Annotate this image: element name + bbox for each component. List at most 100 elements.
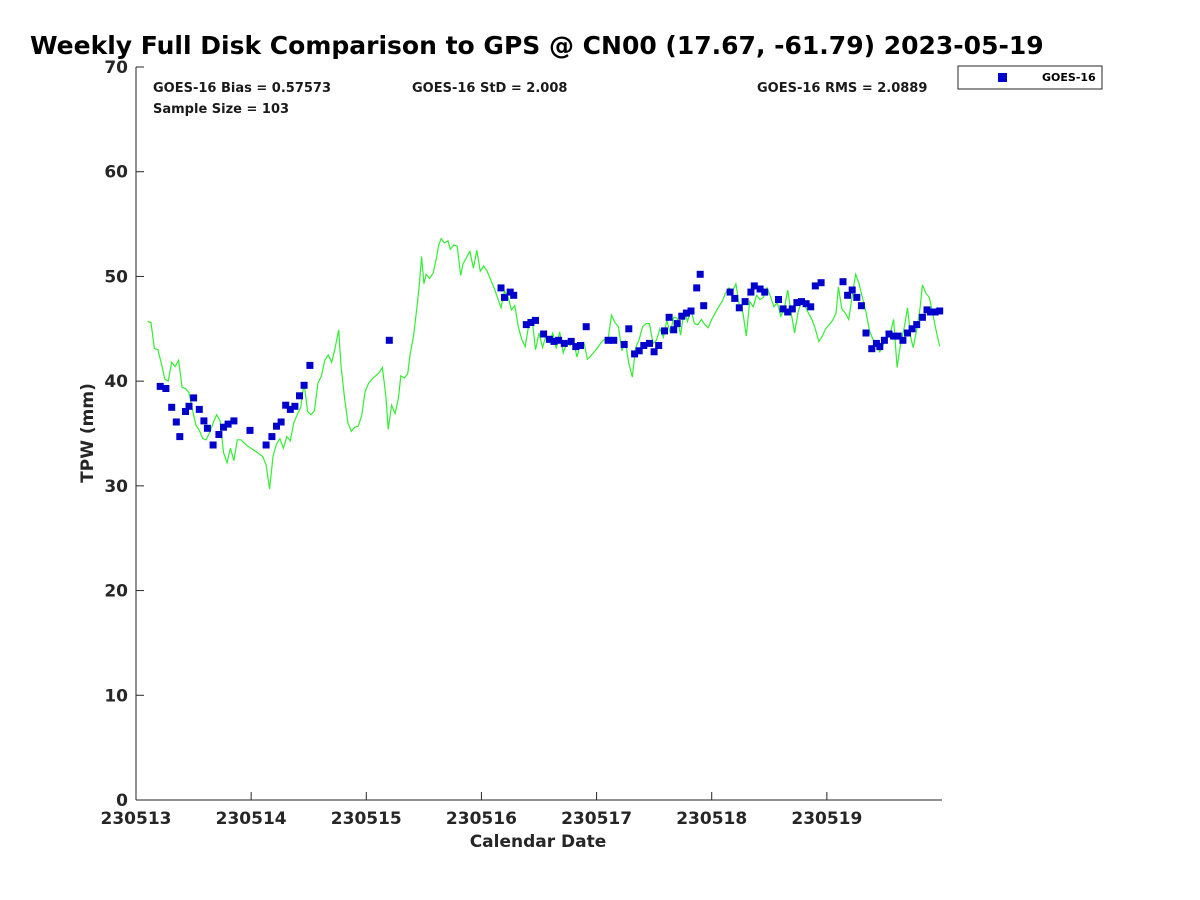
goes16-point xyxy=(162,385,170,392)
x-tick-label: 230514 xyxy=(216,809,287,829)
x-tick-label: 230513 xyxy=(101,809,172,829)
goes16-points-series xyxy=(156,270,944,449)
goes16-point xyxy=(620,341,628,348)
goes16-point xyxy=(788,305,796,313)
bias-stat: GOES-16 Bias = 0.57573 xyxy=(153,81,331,96)
goes16-point xyxy=(572,343,580,351)
y-tick-label: 0 xyxy=(116,791,128,811)
goes16-point xyxy=(230,417,238,425)
goes16-point xyxy=(890,332,898,340)
y-tick-label: 70 xyxy=(104,58,128,78)
y-tick-label: 20 xyxy=(104,582,128,602)
goes16-point xyxy=(880,336,888,344)
x-axis-label: Calendar Date xyxy=(470,832,607,852)
x-tick-label: 230519 xyxy=(791,809,862,829)
goes16-point xyxy=(868,345,876,353)
goes16-point xyxy=(156,382,164,390)
goes16-point xyxy=(811,282,819,290)
goes16-point xyxy=(853,293,861,301)
goes16-point xyxy=(527,319,535,326)
goes16-point xyxy=(899,336,907,344)
goes16-point xyxy=(904,329,911,337)
goes16-point xyxy=(550,337,558,345)
goes16-point xyxy=(918,313,926,321)
goes16-point xyxy=(665,313,673,321)
goes16-point xyxy=(848,286,856,294)
goes16-point xyxy=(176,433,184,441)
goes16-point xyxy=(670,326,678,334)
goes16-point xyxy=(747,288,755,296)
y-tick-label: 40 xyxy=(104,372,128,392)
std-stat: GOES-16 StD = 2.008 xyxy=(412,81,567,96)
goes16-point xyxy=(696,270,704,278)
goes16-point xyxy=(678,312,686,320)
goes16-point xyxy=(775,296,782,303)
y-axis-ticks: 0 10 20 30 40 50 60 70 xyxy=(104,58,144,811)
goes16-point xyxy=(540,330,548,338)
goes16-point xyxy=(817,279,825,287)
goes16-point xyxy=(798,298,805,306)
goes16-point xyxy=(246,426,254,434)
goes16-point xyxy=(555,336,563,344)
goes16-point xyxy=(927,308,934,316)
goes16-point xyxy=(913,321,921,329)
goes16-point xyxy=(687,307,695,315)
goes16-point xyxy=(510,291,518,299)
goes16-point xyxy=(857,302,865,310)
goes16-point xyxy=(646,339,653,347)
goes16-point xyxy=(908,325,916,333)
goes16-point xyxy=(501,293,508,301)
y-tick-label: 50 xyxy=(104,267,128,287)
goes16-point xyxy=(894,332,902,340)
goes16-point xyxy=(215,431,223,438)
goes16-point xyxy=(532,316,539,324)
goes16-point xyxy=(635,347,643,355)
goes16-point xyxy=(631,350,639,358)
goes16-point xyxy=(779,305,787,313)
goes16-point xyxy=(286,405,294,413)
y-tick-label: 30 xyxy=(104,477,128,497)
chart-title: Weekly Full Disk Comparison to GPS @ CN0… xyxy=(30,31,1044,60)
goes16-point xyxy=(784,308,792,316)
goes16-point xyxy=(844,291,852,299)
goes16-point xyxy=(168,403,176,411)
goes16-point xyxy=(693,284,701,292)
goes16-point xyxy=(761,288,769,296)
goes16-point xyxy=(604,336,612,344)
goes16-point xyxy=(700,302,708,310)
goes16-point xyxy=(876,343,884,351)
goes16-point xyxy=(195,405,203,413)
plot-area xyxy=(136,67,942,800)
goes16-point xyxy=(277,418,285,426)
goes16-point xyxy=(682,309,690,317)
y-tick-label: 60 xyxy=(104,163,128,183)
goes16-point xyxy=(185,402,193,410)
goes16-point xyxy=(567,337,575,345)
goes16-point xyxy=(268,433,276,441)
goes16-point xyxy=(385,336,393,344)
goes16-point xyxy=(625,325,633,333)
goes16-point xyxy=(735,304,743,312)
goes16-point xyxy=(802,300,810,308)
goes16-point xyxy=(560,339,568,347)
legend: GOES-16 xyxy=(957,65,1103,90)
goes16-point xyxy=(200,417,208,425)
x-tick-label: 230516 xyxy=(446,809,517,829)
legend-label: GOES-16 xyxy=(1042,71,1096,84)
goes16-point xyxy=(172,418,180,426)
goes16-point xyxy=(209,441,217,449)
gps-tpw-line xyxy=(147,237,941,490)
y-tick-label: 10 xyxy=(104,686,128,706)
goes16-point xyxy=(731,294,739,302)
goes16-point xyxy=(807,303,815,311)
goes16-point xyxy=(306,361,314,369)
x-axis-ticks: 230513 230514 230515 230516 230517 230518 2305… xyxy=(101,792,862,829)
goes16-point xyxy=(756,285,764,293)
legend-box xyxy=(957,65,1103,90)
goes16-point xyxy=(282,401,290,409)
y-axis-label: TPW (mm) xyxy=(78,383,98,483)
goes16-point xyxy=(839,278,847,286)
goes16-point xyxy=(203,424,211,432)
sample-size-stat: Sample Size = 103 xyxy=(153,102,289,117)
